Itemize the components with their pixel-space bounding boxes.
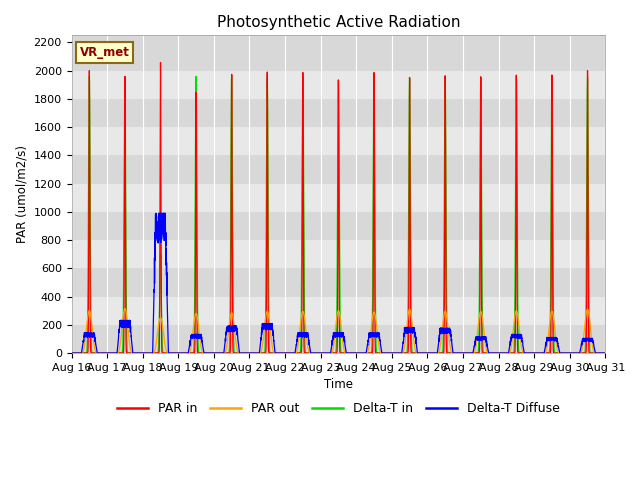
Y-axis label: PAR (umol/m2/s): PAR (umol/m2/s): [15, 145, 28, 243]
Delta-T in: [429, 350, 436, 356]
Delta-T in: [488, 350, 496, 356]
PAR in: [319, 350, 326, 356]
Delta-T Diffuse: [152, 210, 160, 216]
PAR out: [319, 350, 326, 356]
PAR in: [602, 350, 609, 356]
Delta-T Diffuse: [164, 316, 172, 322]
PAR out: [68, 350, 76, 356]
Delta-T Diffuse: [602, 350, 609, 356]
Bar: [72, 71, 605, 99]
Delta-T Diffuse: [458, 350, 466, 356]
Line: Delta-T Diffuse: Delta-T Diffuse: [72, 213, 605, 353]
Bar: [72, 42, 605, 71]
Title: Photosynthetic Active Radiation: Photosynthetic Active Radiation: [217, 15, 460, 30]
Legend: PAR in, PAR out, Delta-T in, Delta-T Diffuse: PAR in, PAR out, Delta-T in, Delta-T Dif…: [112, 397, 565, 420]
PAR out: [458, 350, 466, 356]
Line: PAR out: PAR out: [72, 309, 605, 353]
PAR out: [164, 350, 172, 356]
PAR out: [429, 350, 436, 356]
Delta-T in: [601, 350, 609, 356]
PAR out: [121, 306, 129, 312]
Bar: [72, 325, 605, 353]
Delta-T in: [319, 350, 326, 356]
Line: PAR in: PAR in: [72, 62, 605, 353]
Bar: [72, 212, 605, 240]
Delta-T Diffuse: [429, 350, 436, 356]
Bar: [72, 127, 605, 156]
PAR in: [157, 60, 164, 65]
Bar: [72, 99, 605, 127]
Delta-T in: [164, 350, 172, 356]
Delta-T Diffuse: [68, 350, 76, 356]
Bar: [72, 240, 605, 268]
Line: Delta-T in: Delta-T in: [72, 75, 605, 353]
PAR in: [429, 350, 436, 356]
Delta-T Diffuse: [488, 350, 496, 356]
Delta-T in: [602, 350, 609, 356]
PAR in: [164, 350, 172, 356]
Bar: [72, 268, 605, 297]
PAR in: [488, 350, 496, 356]
Bar: [72, 183, 605, 212]
X-axis label: Time: Time: [324, 378, 353, 391]
Delta-T Diffuse: [319, 350, 326, 356]
Delta-T in: [458, 350, 466, 356]
Bar: [72, 156, 605, 183]
PAR in: [68, 350, 76, 356]
Text: VR_met: VR_met: [79, 46, 129, 59]
Delta-T in: [228, 72, 236, 78]
Bar: [72, 297, 605, 325]
PAR out: [601, 350, 609, 356]
PAR out: [602, 350, 609, 356]
Delta-T Diffuse: [601, 350, 609, 356]
PAR in: [458, 350, 466, 356]
PAR out: [488, 350, 496, 356]
PAR in: [601, 350, 609, 356]
Delta-T in: [68, 350, 76, 356]
